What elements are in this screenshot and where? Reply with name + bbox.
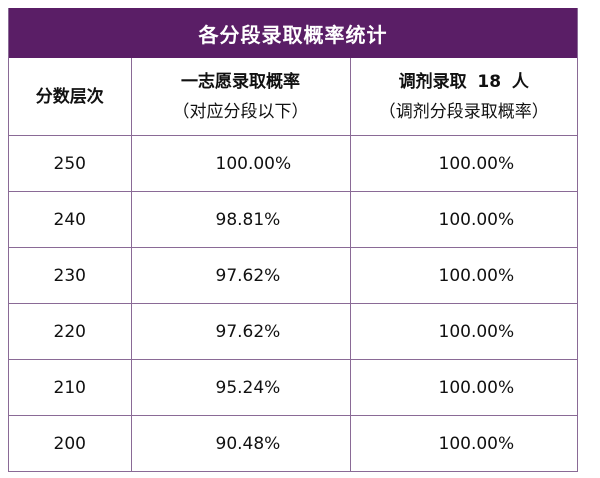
first-choice-cell: 97.62% bbox=[131, 247, 351, 304]
adjust-cell: 100.00% bbox=[438, 433, 515, 454]
header-first-choice: 一志愿录取概率 （对应分段以下） bbox=[131, 58, 351, 136]
header-adjust: 调剂录取 18 人 （调剂分段录取概率） bbox=[350, 58, 577, 136]
first-choice-cell: 97.62% bbox=[131, 303, 351, 360]
table-row: 220 97.62% 100.00% bbox=[9, 303, 577, 360]
adjust-cell: 100.00% bbox=[350, 135, 577, 192]
adjust-cell: 100.00% bbox=[350, 247, 577, 304]
adjust-cell: 100.00% bbox=[350, 303, 577, 360]
score-cell: 200 bbox=[9, 415, 132, 471]
header-score-level: 分数层次 bbox=[9, 58, 132, 136]
header-adjust-prefix: 调剂录取 bbox=[398, 71, 467, 92]
table-row: 210 95.24% 100.00% bbox=[9, 359, 577, 416]
adjust-cell: 100.00% bbox=[350, 191, 577, 248]
admission-probability-table: 各分段录取概率统计 分数层次 一志愿录取概率 （对应分段以下） 调剂录取 18 bbox=[8, 8, 578, 472]
first-choice-cell: 100.00% bbox=[131, 135, 351, 192]
score-cell: 210 bbox=[9, 359, 132, 416]
table-row: 200 90.48% 100.00% bbox=[9, 415, 577, 471]
header-adjust-count: 18 bbox=[477, 71, 502, 92]
score-cell: 250 bbox=[9, 135, 132, 192]
table-row: 250 100.00% 100.00% bbox=[9, 135, 577, 192]
table-title: 各分段录取概率统计 bbox=[9, 8, 577, 58]
data-table: 分数层次 一志愿录取概率 （对应分段以下） 调剂录取 18 人 （调剂分段录取概… bbox=[9, 58, 577, 471]
header-first-choice-line1: 一志愿录取概率 bbox=[181, 71, 300, 92]
table-row: 230 97.62% 100.00% bbox=[9, 247, 577, 304]
header-adjust-suffix: 人 bbox=[511, 71, 529, 92]
header-row: 分数层次 一志愿录取概率 （对应分段以下） 调剂录取 18 人 （调剂分段录取概… bbox=[9, 58, 577, 136]
score-cell: 240 bbox=[9, 191, 132, 248]
adjust-cell: 100.00% bbox=[350, 359, 577, 416]
score-cell: 230 bbox=[9, 247, 132, 304]
table-row: 240 98.81% 100.00% bbox=[9, 191, 577, 248]
header-adjust-line1: 调剂录取 18 人 bbox=[351, 67, 578, 97]
score-cell: 220 bbox=[9, 303, 132, 360]
first-choice-cell: 98.81% bbox=[131, 191, 351, 248]
header-score-level-label: 分数层次 bbox=[35, 86, 104, 107]
first-choice-cell: 90.48% bbox=[131, 415, 351, 471]
header-adjust-line2: （调剂分段录取概率） bbox=[378, 101, 549, 122]
header-first-choice-line2: （对应分段以下） bbox=[172, 101, 309, 122]
first-choice-cell: 95.24% bbox=[131, 359, 351, 416]
